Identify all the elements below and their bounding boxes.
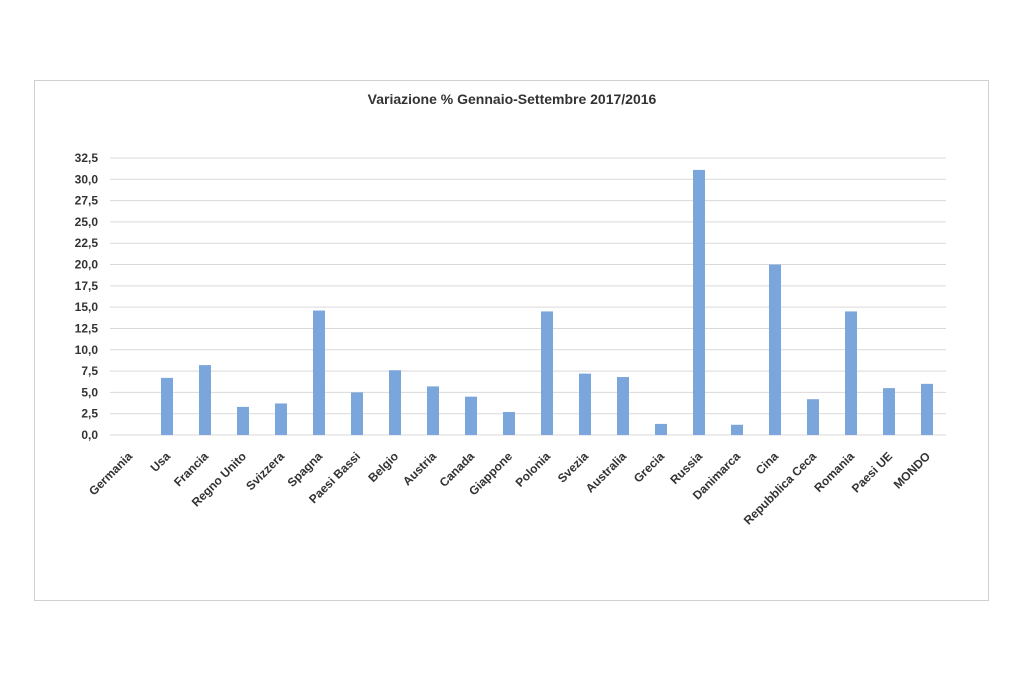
- bar-cina: [769, 264, 781, 435]
- x-tick-label: Svizzera: [243, 449, 287, 493]
- y-tick-label: 0,0: [81, 428, 98, 442]
- x-tick-label: Austria: [400, 449, 439, 488]
- y-tick-label: 7,5: [81, 364, 98, 378]
- bar-russia: [693, 169, 705, 435]
- y-tick-label: 25,0: [75, 215, 99, 229]
- y-tick-label: 15,0: [75, 300, 99, 314]
- x-tick-label: Russia: [667, 449, 705, 487]
- x-tick-label: MONDO: [891, 449, 933, 491]
- bar-spagna: [313, 310, 325, 435]
- y-tick-label: 2,5: [81, 407, 98, 421]
- x-tick-label: Repubblica Ceca: [741, 449, 820, 528]
- bar-romania: [845, 311, 857, 435]
- x-tick-label: Germania: [86, 449, 135, 498]
- y-tick-label: 30,0: [75, 172, 99, 186]
- x-tick-label: Belgio: [365, 449, 401, 485]
- y-tick-label: 27,5: [75, 194, 99, 208]
- y-tick-label: 10,0: [75, 343, 99, 357]
- bar-giappone: [503, 411, 515, 435]
- x-tick-label: Polonia: [513, 449, 554, 490]
- chart-frame: [34, 80, 989, 601]
- chart-title: Variazione % Gennaio-Settembre 2017/2016: [368, 91, 657, 107]
- x-tick-label: Svezia: [555, 449, 592, 486]
- bar-belgio: [389, 370, 401, 435]
- y-tick-label: 17,5: [75, 279, 99, 293]
- bar-regno-unito: [237, 406, 249, 435]
- x-tick-label: Australia: [583, 449, 629, 495]
- bar-australia: [617, 377, 629, 435]
- bar-repubblica-ceca: [807, 399, 819, 435]
- bars: [161, 169, 933, 435]
- bar-polonia: [541, 311, 553, 435]
- x-tick-label: Grecia: [631, 449, 668, 486]
- bar-usa: [161, 377, 173, 435]
- bar-mondo: [921, 383, 933, 435]
- bar-francia: [199, 365, 211, 435]
- y-axis: 0,0 2,5 5,0 7,5 10,0 12,5 15,0 17,5 20,0 22,5 25,0…: [75, 151, 99, 442]
- y-tick-label: 32,5: [75, 151, 99, 165]
- bar-svizzera: [275, 403, 287, 435]
- y-tick-label: 5,0: [81, 385, 98, 399]
- y-tick-label: 22,5: [75, 236, 99, 250]
- bar-grecia: [655, 423, 667, 435]
- bar-canada: [465, 396, 477, 435]
- bar-austria: [427, 386, 439, 435]
- x-tick-label: Cina: [753, 449, 782, 478]
- bar-paesi-bassi: [351, 392, 363, 435]
- bar-svezia: [579, 373, 591, 435]
- grid-layer: [110, 157, 946, 436]
- bar-paesi-ue: [883, 388, 895, 435]
- x-tick-label: Paesi UE: [849, 449, 895, 495]
- x-tick-label: Usa: [148, 449, 174, 475]
- y-tick-label: 12,5: [75, 321, 99, 335]
- y-tick-label: 20,0: [75, 258, 99, 272]
- bar-danimarca: [731, 424, 743, 435]
